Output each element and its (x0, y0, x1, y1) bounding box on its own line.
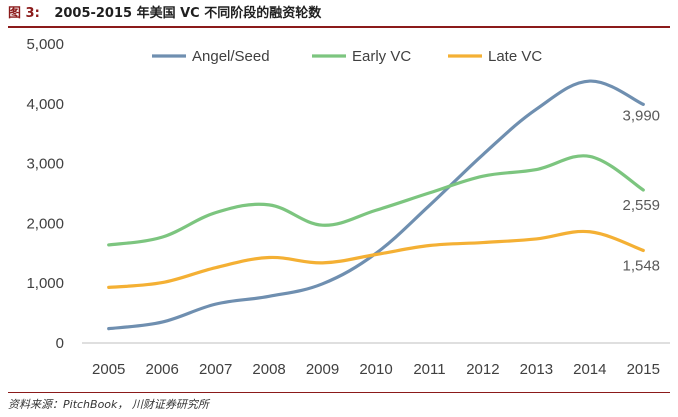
end-value-label: 3,990 (622, 107, 660, 124)
series-line-late-vc (107, 229, 645, 289)
end-labels: 3,990 2,559 1,548 (622, 107, 660, 274)
y-tick-label: 2,000 (26, 215, 64, 232)
y-tick-label: 0 (56, 335, 64, 352)
legend: Angel/Seed Early VC Late VC (152, 48, 542, 65)
figure-label: 图 3: (8, 6, 40, 21)
y-tick-label: 4,000 (26, 96, 64, 113)
y-tick-label: 5,000 (26, 36, 64, 53)
source-note: 资料来源：PitchBook， 川财证券研究所 (8, 392, 670, 412)
x-tick-label: 2010 (359, 361, 392, 378)
x-tick-label: 2014 (573, 361, 606, 378)
x-tick-label: 2006 (145, 361, 178, 378)
series-line-angel-seed (107, 79, 645, 331)
x-tick-label: 2012 (466, 361, 499, 378)
x-tick-label: 2009 (306, 361, 339, 378)
x-axis: 2005 2006 2007 2008 2009 2010 2011 2012 2013 2014… (82, 342, 670, 378)
y-tick-label: 1,000 (26, 275, 64, 292)
x-tick-label: 2008 (252, 361, 285, 378)
figure-title-text: 2005-2015 年美国 VC 不同阶段的融资轮数 (54, 6, 322, 21)
series-line-early-vc (107, 154, 645, 247)
y-tick-label: 3,000 (26, 156, 64, 173)
x-tick-label: 2005 (92, 361, 125, 378)
legend-label: Late VC (488, 48, 542, 65)
x-tick-label: 2011 (413, 361, 445, 378)
x-tick-label: 2013 (520, 361, 553, 378)
end-value-label: 1,548 (622, 257, 660, 274)
end-value-label: 2,559 (622, 197, 660, 214)
figure-title: 图 3: 2005-2015 年美国 VC 不同阶段的融资轮数 (8, 4, 670, 28)
x-tick-label: 2015 (627, 361, 660, 378)
legend-label: Early VC (352, 48, 411, 65)
series-lines (107, 79, 645, 331)
y-axis: 0 1,000 2,000 3,000 4,000 5,000 (26, 36, 64, 352)
x-tick-label: 2007 (199, 361, 232, 378)
legend-label: Angel/Seed (192, 48, 270, 65)
